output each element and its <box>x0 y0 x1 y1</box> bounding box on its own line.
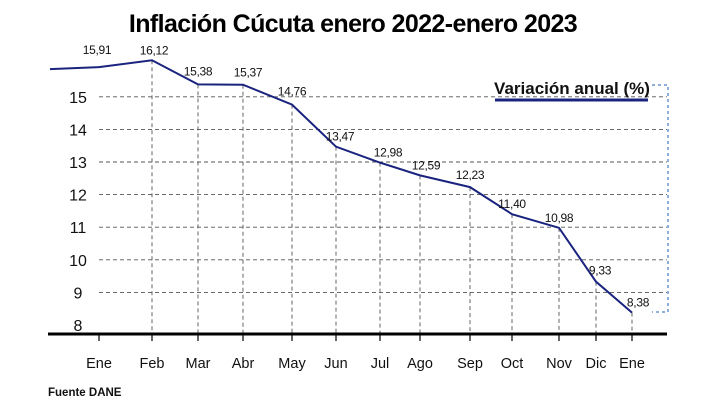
data-label: 12,98 <box>374 146 403 160</box>
x-tick-label: Ago <box>407 356 433 372</box>
data-label: 12,59 <box>412 158 441 172</box>
legend-label: Variación anual (%) <box>494 79 650 98</box>
x-tick-label: Nov <box>546 356 573 372</box>
y-tick-label: 12 <box>69 188 87 205</box>
data-label: 14,76 <box>278 85 307 99</box>
x-tick-label: May <box>278 356 306 372</box>
x-tick-label: Dic <box>586 356 607 372</box>
y-tick-label: 9 <box>74 285 83 302</box>
data-label: 15,91 <box>83 43 112 57</box>
y-tick-label: 14 <box>69 122 87 139</box>
x-tick-label: Jun <box>324 356 347 372</box>
legend-bracket <box>652 84 669 313</box>
legend: Variación anual (%) <box>494 79 669 313</box>
axes: 8 9 10 11 12 13 14 15 Ene Feb Mar Abr May Jun Jul Ago Se… <box>48 90 667 372</box>
x-tick-label: Abr <box>232 356 255 372</box>
x-tick-label: Mar <box>186 356 211 372</box>
source-note: Fuente DANE <box>48 387 122 399</box>
chart-title: Inflación Cúcuta enero 2022-enero 2023 <box>129 10 577 38</box>
data-label: 8,38 <box>627 296 650 310</box>
y-tick-label: 8 <box>74 318 83 335</box>
data-labels: 15,91 16,12 15,38 15,37 14,76 13,47 12,98 12,59… <box>83 43 650 309</box>
data-label: 11,40 <box>498 197 526 211</box>
x-tick-label: Ene <box>86 356 112 372</box>
y-tick-label: 10 <box>69 253 87 270</box>
data-label: 15,38 <box>184 64 213 78</box>
x-tick-label: Sep <box>457 356 483 372</box>
data-label: 15,37 <box>234 66 263 80</box>
y-tick-label: 13 <box>69 155 87 172</box>
data-label: 13,47 <box>326 130 355 144</box>
series-line <box>49 59 633 314</box>
data-label: 16,12 <box>140 43 169 57</box>
data-label: 10,98 <box>545 211 574 225</box>
grid-lines <box>99 60 667 334</box>
data-label: 12,23 <box>456 168 485 182</box>
y-tick-label: 15 <box>69 90 87 107</box>
x-tick-label: Jul <box>371 356 390 372</box>
x-tick-label: Ene <box>619 356 645 372</box>
x-tick-label: Feb <box>140 356 165 372</box>
y-tick-label: 11 <box>70 220 87 237</box>
series-line-group <box>49 59 633 314</box>
x-tick-label: Oct <box>501 356 524 372</box>
data-label: 9,33 <box>589 264 612 278</box>
